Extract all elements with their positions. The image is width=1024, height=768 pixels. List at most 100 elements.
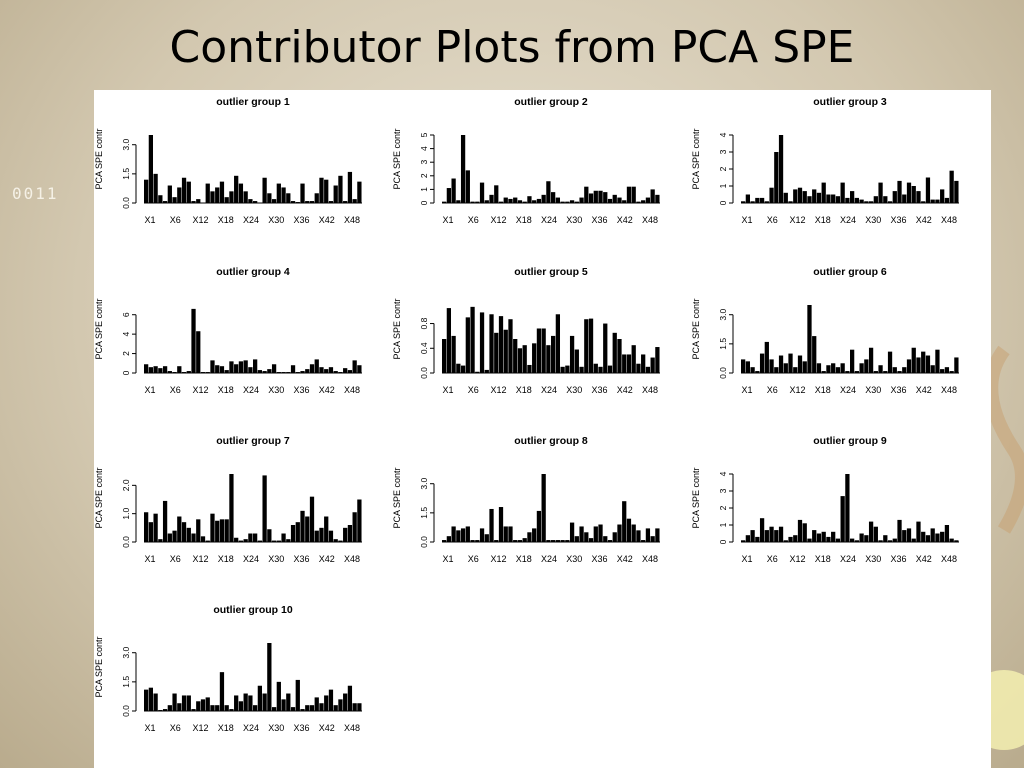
bar xyxy=(887,351,893,373)
bar xyxy=(253,533,258,542)
bar xyxy=(916,191,921,203)
bar xyxy=(930,365,935,373)
slide-title: Contributor Plots from PCA SPE xyxy=(169,22,855,73)
bar xyxy=(243,360,248,373)
bar xyxy=(778,135,784,203)
x-tick-label: X18 xyxy=(516,554,532,564)
chart-title: outlier group 3 xyxy=(813,96,887,108)
chart-9: outlier group 9 PCA SPE contr 0 1 2 3 4 X1 X6 X12… xyxy=(691,435,959,564)
y-tick-label: 4 xyxy=(718,132,728,137)
x-tick-label: X30 xyxy=(865,385,881,395)
bar xyxy=(196,199,201,203)
bar xyxy=(186,371,191,373)
bar xyxy=(305,705,310,711)
bar xyxy=(338,372,343,373)
bar xyxy=(162,201,168,203)
x-tick-label: X1 xyxy=(442,554,453,564)
x-tick-label: X12 xyxy=(192,554,208,564)
bar xyxy=(290,201,296,203)
x-tick-label: X48 xyxy=(344,723,360,733)
y-tick-label: 1 xyxy=(718,183,728,188)
bar xyxy=(343,527,348,542)
bar xyxy=(579,366,584,373)
bar xyxy=(167,705,172,711)
bar xyxy=(902,367,907,373)
bar xyxy=(764,341,769,373)
x-tick-label: X6 xyxy=(468,215,479,225)
bar xyxy=(655,347,660,373)
bar xyxy=(569,200,575,203)
bar xyxy=(902,530,907,542)
y-tick-label: 0.4 xyxy=(419,342,429,354)
bar xyxy=(802,361,807,373)
bar xyxy=(764,201,769,203)
bar xyxy=(475,371,480,373)
bar xyxy=(868,347,874,373)
y-axis-label: PCA SPE contr xyxy=(392,467,402,528)
chart-10: outlier group 10 PCA SPE contr 0.0 1.5 3.0 X1… xyxy=(94,604,362,733)
bar xyxy=(551,540,556,542)
y-tick-label: 0.0 xyxy=(121,536,131,548)
y-tick-label: 2 xyxy=(419,173,429,178)
bar xyxy=(603,192,608,203)
x-tick-label: X30 xyxy=(268,723,284,733)
chart-4: outlier group 4 PCA SPE contr 0 2 4 6 X1 X6 X12 X… xyxy=(94,266,362,395)
x-tick-label: X24 xyxy=(541,554,557,564)
bar xyxy=(831,531,836,542)
bar xyxy=(153,173,158,203)
bar xyxy=(309,705,315,711)
bar xyxy=(868,521,874,542)
y-tick-label: 1.5 xyxy=(121,676,131,688)
bar xyxy=(503,197,508,203)
x-tick-label: X30 xyxy=(566,385,582,395)
bar xyxy=(219,181,225,203)
bar xyxy=(902,194,907,203)
bar xyxy=(588,318,594,373)
y-tick-label: 6 xyxy=(121,312,131,317)
x-tick-label: X42 xyxy=(319,215,335,225)
bar xyxy=(626,518,632,542)
bar xyxy=(816,192,822,203)
y-tick-label: 0.8 xyxy=(419,317,429,329)
bar xyxy=(267,193,272,203)
bar xyxy=(911,347,916,373)
x-tick-label: X42 xyxy=(319,723,335,733)
bar xyxy=(622,200,627,203)
bar xyxy=(352,703,357,711)
bar xyxy=(541,194,546,203)
bar xyxy=(607,198,613,203)
bar xyxy=(153,366,158,373)
bar xyxy=(835,538,841,542)
bar xyxy=(850,349,855,373)
bar xyxy=(446,188,452,203)
y-tick-label: 4 xyxy=(419,146,429,151)
bar xyxy=(276,372,281,373)
x-tick-label: X6 xyxy=(767,554,778,564)
bar xyxy=(598,366,603,373)
x-tick-label: X6 xyxy=(170,385,181,395)
bar xyxy=(158,710,163,711)
bar xyxy=(774,367,779,373)
chart-title: outlier group 1 xyxy=(216,96,290,108)
bar xyxy=(769,526,774,542)
bar xyxy=(224,197,229,203)
bar xyxy=(612,532,617,542)
x-tick-label: X6 xyxy=(767,385,778,395)
chart-title: outlier group 9 xyxy=(813,435,887,447)
bar xyxy=(584,532,589,542)
bar xyxy=(267,529,272,542)
bar xyxy=(569,335,575,373)
bar xyxy=(835,367,841,373)
bar xyxy=(560,540,565,542)
x-tick-label: X12 xyxy=(192,215,208,225)
chart-title: outlier group 8 xyxy=(514,435,588,447)
bar xyxy=(451,335,456,373)
bar xyxy=(897,371,902,373)
bar xyxy=(177,516,182,542)
bar xyxy=(324,369,329,373)
bar xyxy=(319,527,324,542)
bar xyxy=(210,191,215,203)
y-tick-label: 1 xyxy=(419,187,429,192)
x-tick-label: X36 xyxy=(890,215,906,225)
bar xyxy=(878,365,883,373)
